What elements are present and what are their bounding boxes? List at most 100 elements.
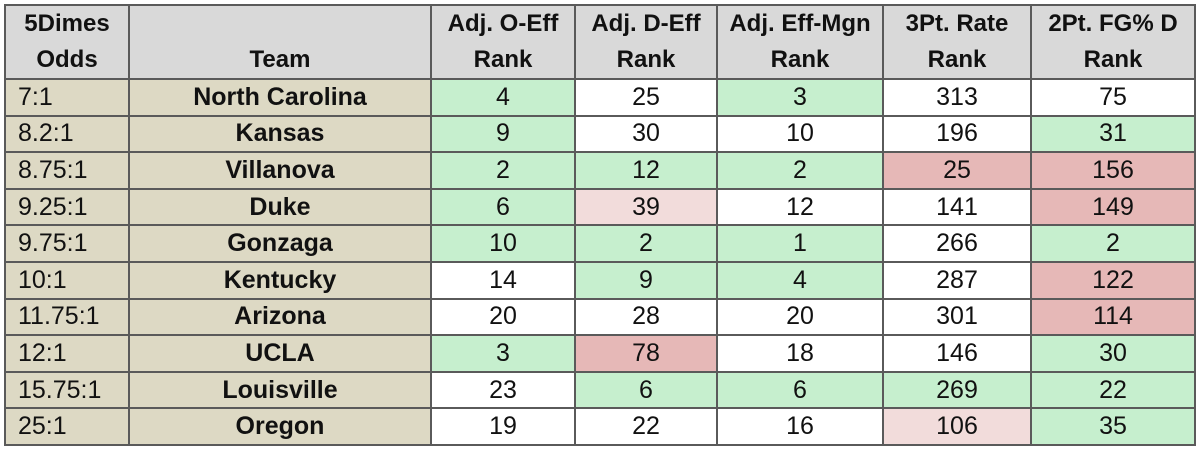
adj-d-eff-cell: 30: [574, 114, 718, 154]
adj-eff-mgn-cell: 12: [716, 187, 884, 227]
team-cell: Kentucky: [128, 260, 432, 300]
3pt-rate-cell: 141: [882, 187, 1032, 227]
adj-d-eff-cell: 39: [574, 187, 718, 227]
header-adj-d-line2: Rank: [616, 46, 676, 73]
header-3pt-line2: Rank: [927, 46, 987, 73]
odds-cell: 7:1: [4, 78, 130, 117]
header-adj-o-eff: Adj. O-Eff Rank: [430, 4, 576, 80]
adj-d-eff-cell: 28: [574, 297, 718, 337]
odds-cell: 9.25:1: [4, 187, 130, 227]
adj-o-eff-cell: 20: [430, 297, 576, 337]
3pt-rate-cell: 301: [882, 297, 1032, 337]
3pt-rate-cell: 269: [882, 370, 1032, 410]
header-adj-d-eff: Adj. D-Eff Rank: [574, 4, 718, 80]
3pt-rate-cell: 287: [882, 260, 1032, 300]
adj-eff-mgn-cell: 2: [716, 151, 884, 190]
team-cell: Oregon: [128, 407, 432, 446]
header-3pt-rate: 3Pt. Rate Rank: [882, 4, 1032, 80]
table-row: 12:1 UCLA 3 78 18 146 30: [4, 334, 1196, 373]
table-row: 10:1 Kentucky 14 9 4 287 122: [4, 260, 1196, 300]
table-row: 25:1 Oregon 19 22 16 106 35: [4, 407, 1196, 446]
adj-eff-mgn-cell: 1: [716, 224, 884, 263]
2pt-fg-d-cell: 22: [1030, 370, 1196, 410]
adj-eff-mgn-cell: 10: [716, 114, 884, 154]
team-cell: Louisville: [128, 370, 432, 410]
odds-stats-table: 5Dimes Odds Team Adj. O-Eff Rank Adj. D-…: [4, 4, 1196, 446]
adj-eff-mgn-cell: 18: [716, 334, 884, 373]
header-2pt-line1: 2Pt. FG% D: [1048, 10, 1178, 37]
odds-cell: 15.75:1: [4, 370, 130, 410]
3pt-rate-cell: 25: [882, 151, 1032, 190]
odds-cell: 9.75:1: [4, 224, 130, 263]
header-adj-mgn-line2: Rank: [770, 46, 830, 73]
2pt-fg-d-cell: 75: [1030, 78, 1196, 117]
header-row: 5Dimes Odds Team Adj. O-Eff Rank Adj. D-…: [4, 4, 1196, 80]
header-adj-o-line2: Rank: [473, 46, 533, 73]
3pt-rate-cell: 196: [882, 114, 1032, 154]
3pt-rate-cell: 266: [882, 224, 1032, 263]
odds-cell: 10:1: [4, 260, 130, 300]
adj-d-eff-cell: 22: [574, 407, 718, 446]
odds-cell: 25:1: [4, 407, 130, 446]
adj-d-eff-cell: 12: [574, 151, 718, 190]
adj-o-eff-cell: 19: [430, 407, 576, 446]
adj-d-eff-cell: 6: [574, 370, 718, 410]
header-2pt-line2: Rank: [1083, 46, 1143, 73]
adj-d-eff-cell: 25: [574, 78, 718, 117]
adj-o-eff-cell: 10: [430, 224, 576, 263]
header-odds-line1: 5Dimes: [24, 10, 110, 37]
header-odds: 5Dimes Odds: [4, 4, 130, 80]
table-row: 8.75:1 Villanova 2 12 2 25 156: [4, 151, 1196, 190]
2pt-fg-d-cell: 114: [1030, 297, 1196, 337]
2pt-fg-d-cell: 31: [1030, 114, 1196, 154]
adj-o-eff-cell: 23: [430, 370, 576, 410]
odds-cell: 8.75:1: [4, 151, 130, 190]
adj-d-eff-cell: 9: [574, 260, 718, 300]
team-cell: Kansas: [128, 114, 432, 154]
2pt-fg-d-cell: 149: [1030, 187, 1196, 227]
header-team: Team: [128, 4, 432, 80]
odds-cell: 8.2:1: [4, 114, 130, 154]
odds-cell: 12:1: [4, 334, 130, 373]
header-2pt-fg-d: 2Pt. FG% D Rank: [1030, 4, 1196, 80]
adj-o-eff-cell: 3: [430, 334, 576, 373]
table-row: 15.75:1 Louisville 23 6 6 269 22: [4, 370, 1196, 410]
adj-o-eff-cell: 6: [430, 187, 576, 227]
adj-eff-mgn-cell: 6: [716, 370, 884, 410]
adj-o-eff-cell: 4: [430, 78, 576, 117]
header-adj-mgn-line1: Adj. Eff-Mgn: [729, 10, 871, 37]
header-adj-eff-mgn: Adj. Eff-Mgn Rank: [716, 4, 884, 80]
header-3pt-line1: 3Pt. Rate: [905, 10, 1009, 37]
team-cell: Villanova: [128, 151, 432, 190]
odds-cell: 11.75:1: [4, 297, 130, 337]
table-row: 9.75:1 Gonzaga 10 2 1 266 2: [4, 224, 1196, 263]
adj-o-eff-cell: 2: [430, 151, 576, 190]
adj-eff-mgn-cell: 4: [716, 260, 884, 300]
adj-eff-mgn-cell: 3: [716, 78, 884, 117]
adj-o-eff-cell: 14: [430, 260, 576, 300]
adj-d-eff-cell: 78: [574, 334, 718, 373]
team-cell: North Carolina: [128, 78, 432, 117]
team-cell: Arizona: [128, 297, 432, 337]
2pt-fg-d-cell: 156: [1030, 151, 1196, 190]
adj-eff-mgn-cell: 16: [716, 407, 884, 446]
table-row: 7:1 North Carolina 4 25 3 313 75: [4, 78, 1196, 117]
adj-d-eff-cell: 2: [574, 224, 718, 263]
3pt-rate-cell: 146: [882, 334, 1032, 373]
header-odds-line2: Odds: [36, 46, 98, 73]
header-adj-d-line1: Adj. D-Eff: [591, 10, 701, 37]
adj-o-eff-cell: 9: [430, 114, 576, 154]
team-cell: Duke: [128, 187, 432, 227]
table-row: 9.25:1 Duke 6 39 12 141 149: [4, 187, 1196, 227]
team-cell: Gonzaga: [128, 224, 432, 263]
table-row: 11.75:1 Arizona 20 28 20 301 114: [4, 297, 1196, 337]
2pt-fg-d-cell: 122: [1030, 260, 1196, 300]
table-row: 8.2:1 Kansas 9 30 10 196 31: [4, 114, 1196, 154]
2pt-fg-d-cell: 35: [1030, 407, 1196, 446]
team-cell: UCLA: [128, 334, 432, 373]
3pt-rate-cell: 313: [882, 78, 1032, 117]
2pt-fg-d-cell: 2: [1030, 224, 1196, 263]
2pt-fg-d-cell: 30: [1030, 334, 1196, 373]
adj-eff-mgn-cell: 20: [716, 297, 884, 337]
header-adj-o-line1: Adj. O-Eff: [447, 10, 559, 37]
